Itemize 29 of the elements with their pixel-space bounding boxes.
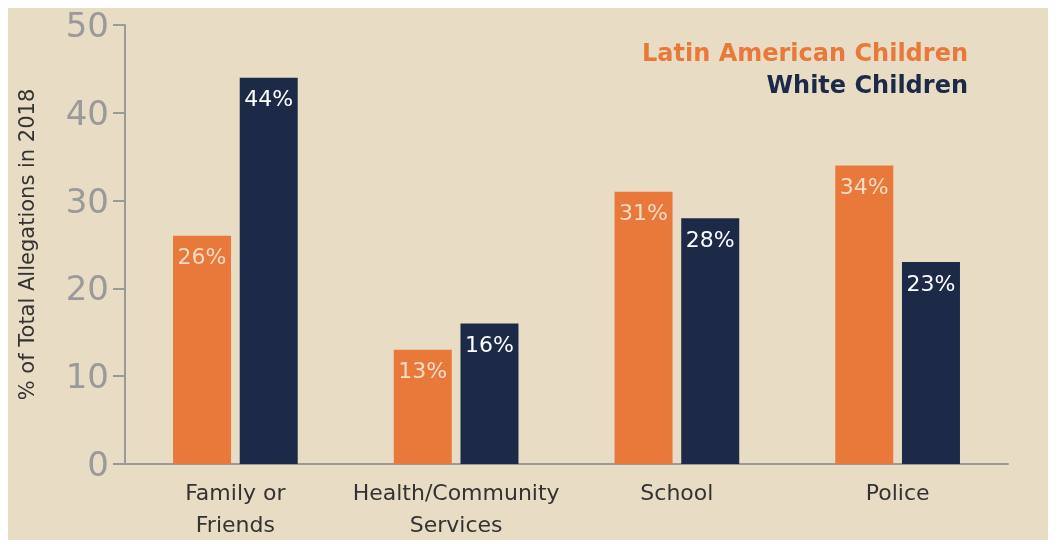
bar [681,218,740,464]
y-tick-label: 50 [65,5,109,45]
bar [835,165,894,464]
bar [173,235,232,464]
data-label: 26% [177,244,227,270]
y-tick-label: 20 [65,268,109,309]
data-label: 16% [465,332,514,358]
x-tick-label: Police [865,479,930,505]
y-tick-label: 10 [65,356,109,397]
y-tick-label: 0 [87,444,109,484]
data-label: 44% [244,86,294,112]
data-label: 28% [685,226,735,252]
data-label: 34% [839,173,889,199]
data-label: 13% [398,358,448,384]
data-label: 23% [906,270,956,296]
x-tick-label: School [640,479,714,505]
text: Latin American Children [642,39,968,67]
text: White Children [766,71,968,99]
data-label: 31% [619,200,668,226]
x-tick-label: Family or Friends [185,479,287,537]
y-tick-label: 30 [65,180,109,221]
x-tick-label: Health/Community Services [352,479,560,537]
bar [239,77,298,464]
y-tick-label: 40 [65,92,109,133]
bar [614,191,673,464]
bar [393,349,452,464]
bar [901,262,960,464]
bar [460,323,519,464]
y-axis-title: % of Total Allegations in 2018 [14,88,39,401]
